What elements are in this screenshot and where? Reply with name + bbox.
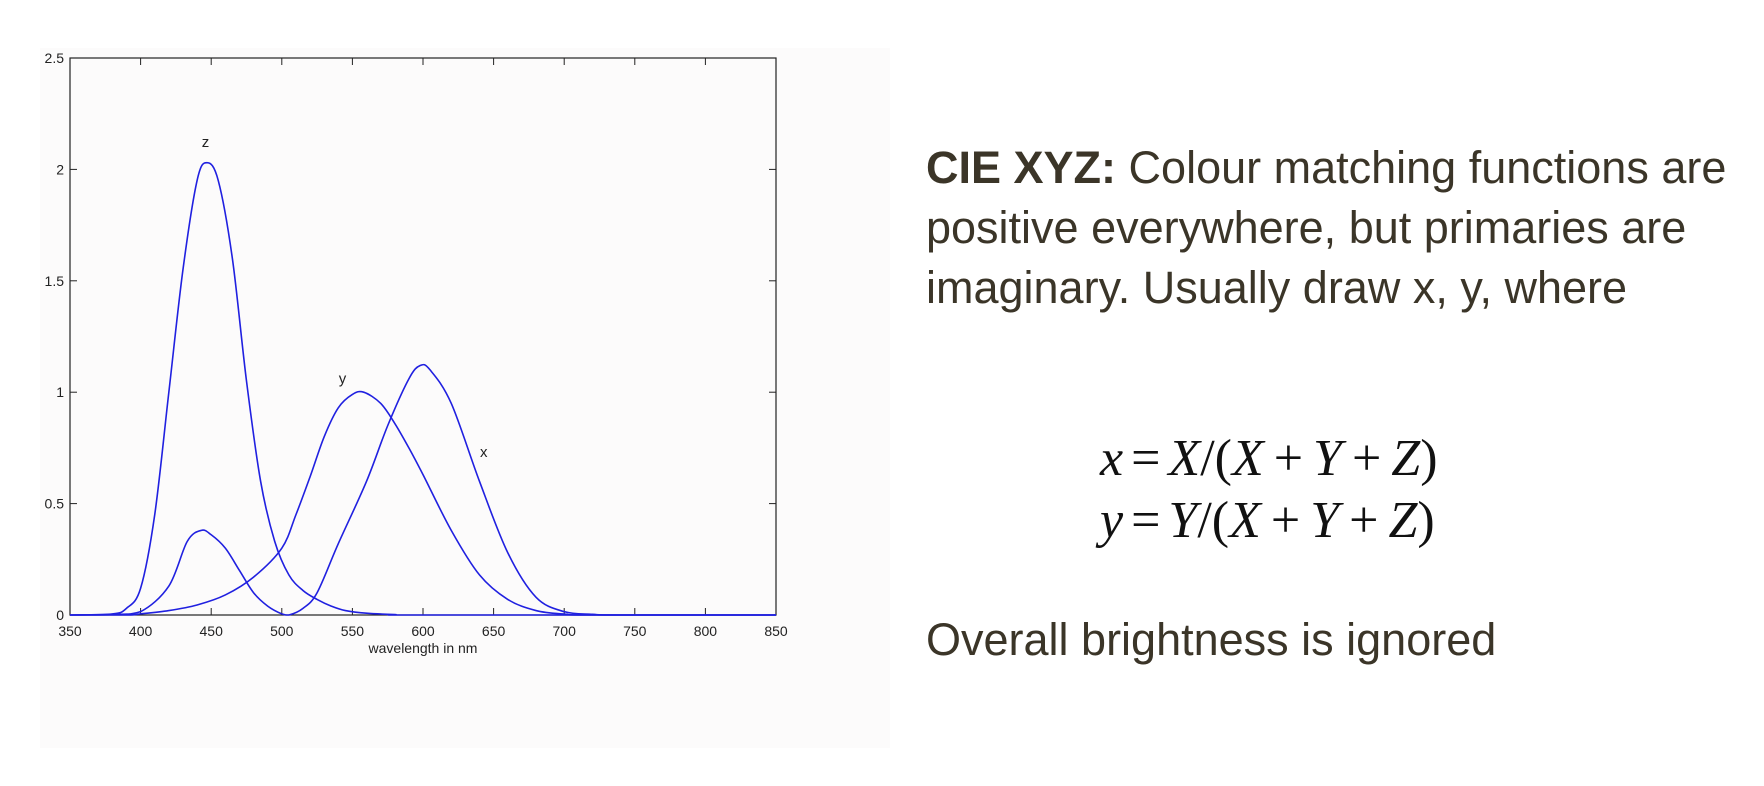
x-tick-label: 800 bbox=[694, 623, 718, 639]
series-label-x: x bbox=[480, 444, 488, 461]
chart-panel: 350 400 450 500 550 600 650 700 750 800 850 0 0.5 1 1.… bbox=[40, 48, 890, 748]
y-tick-label: 0.5 bbox=[45, 496, 65, 512]
x-tick-label: 400 bbox=[129, 623, 153, 639]
curves bbox=[69, 161, 776, 616]
curve-x bbox=[69, 363, 776, 616]
axis-ticks: 350 400 450 500 550 600 650 700 750 800 850 0 0.5 1 1.… bbox=[45, 50, 788, 639]
x-tick-label: 650 bbox=[482, 623, 506, 639]
curve-z bbox=[69, 161, 776, 616]
y-tick-label: 0 bbox=[56, 607, 64, 623]
formula-block: x = X/(X + Y + Z) y = Y/(X + Y + Z) bbox=[1100, 428, 1438, 552]
formula-y: y = Y/(X + Y + Z) bbox=[1100, 492, 1435, 549]
y-tick-label: 2.5 bbox=[45, 50, 65, 66]
x-tick-label: 750 bbox=[623, 623, 647, 639]
y-tick-label: 1.5 bbox=[45, 273, 65, 289]
series-label-z: z bbox=[202, 134, 210, 151]
x-tick-label: 350 bbox=[58, 623, 82, 639]
formula-x: x = X/(X + Y + Z) bbox=[1100, 430, 1438, 487]
x-axis-label: wavelength in nm bbox=[368, 640, 478, 656]
curve-y bbox=[70, 390, 776, 616]
y-tick-label: 1 bbox=[56, 384, 64, 400]
x-tick-label: 700 bbox=[553, 623, 577, 639]
x-tick-label: 550 bbox=[341, 623, 365, 639]
plot-frame bbox=[69, 57, 777, 616]
description-body: Colour matching functions are positive e… bbox=[926, 142, 1727, 313]
x-tick-label: 500 bbox=[270, 623, 294, 639]
chart: 350 400 450 500 550 600 650 700 750 800 850 0 0.5 1 1.… bbox=[45, 50, 788, 656]
heading-text: CIE XYZ: bbox=[926, 142, 1117, 193]
series-label-y: y bbox=[339, 370, 347, 387]
note-text: Overall brightness is ignored bbox=[926, 614, 1497, 665]
x-tick-label: 450 bbox=[200, 623, 224, 639]
y-tick-label: 2 bbox=[56, 161, 64, 177]
x-tick-label: 850 bbox=[764, 623, 788, 639]
description-text: CIE XYZ: Colour matching functions are p… bbox=[926, 138, 1746, 318]
series-labels: z y x bbox=[202, 134, 488, 461]
x-tick-label: 600 bbox=[411, 623, 435, 639]
